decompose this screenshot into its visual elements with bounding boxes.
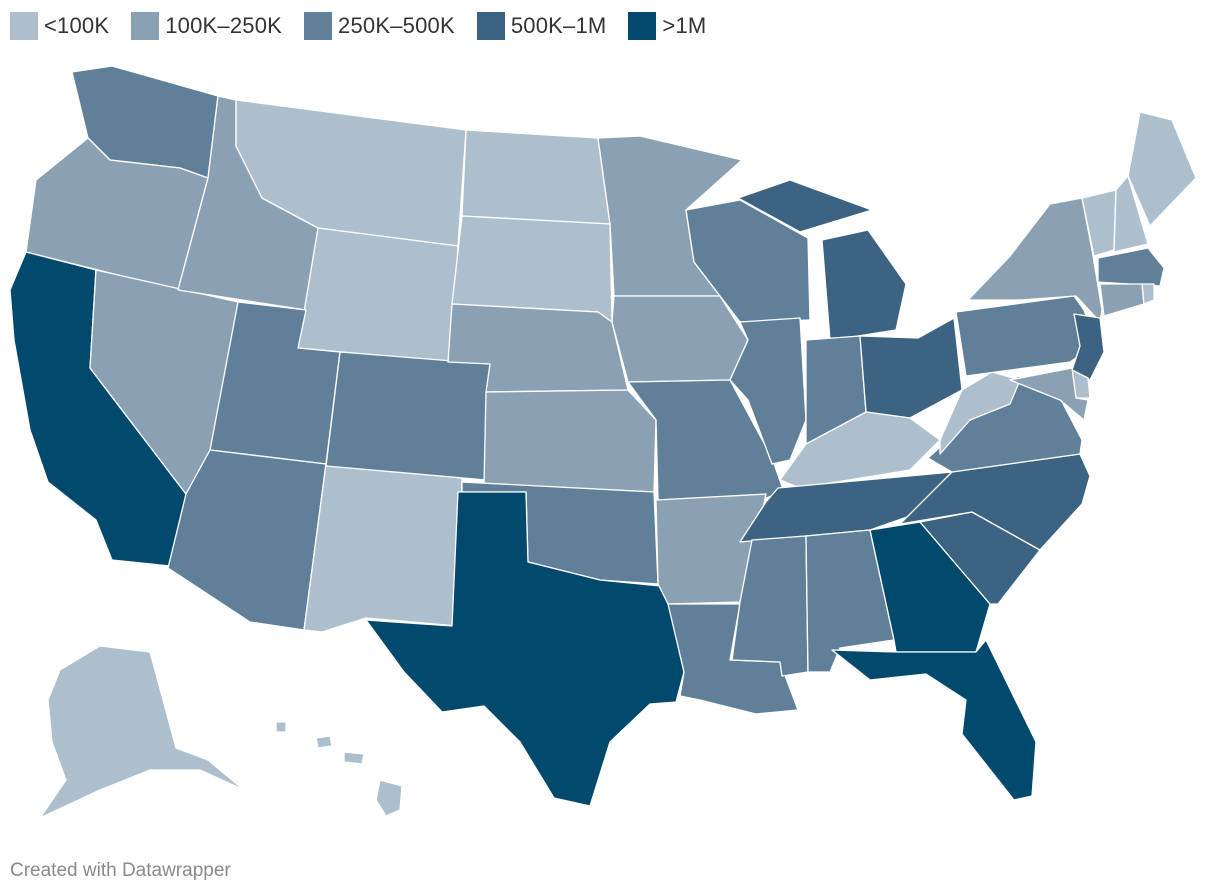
- state-nm[interactable]: [303, 463, 463, 633]
- state-tx[interactable]: [365, 491, 685, 807]
- state-wy[interactable]: [297, 227, 459, 363]
- legend-swatch: [476, 12, 505, 40]
- legend-label: <100K: [44, 13, 110, 38]
- state-me[interactable]: [1127, 111, 1197, 227]
- state-nc[interactable]: [899, 453, 1091, 551]
- footer-credit: Created with Datawrapper: [10, 860, 231, 881]
- state-ak[interactable]: [39, 645, 245, 819]
- legend-item-lt-100k: <100K: [10, 12, 109, 40]
- legend-item-100k-250k: 100K–250K: [131, 12, 282, 40]
- legend-label: 500K–1M: [510, 13, 607, 38]
- state-wv[interactable]: [939, 371, 1021, 455]
- state-ks[interactable]: [483, 389, 657, 493]
- state-nh[interactable]: [1113, 175, 1149, 253]
- legend-label: 100K–250K: [165, 13, 283, 38]
- state-ia[interactable]: [611, 295, 749, 383]
- state-ny[interactable]: [967, 197, 1103, 323]
- state-md[interactable]: [1009, 367, 1089, 421]
- state-hi[interactable]: [275, 721, 403, 817]
- legend-item-gt-1m: >1M: [628, 12, 706, 40]
- legend: <100K 100K–250K 250K–500K 500K–1M >1M: [10, 12, 728, 40]
- legend-swatch: [628, 12, 657, 40]
- legend-label: 250K–500K: [338, 13, 455, 38]
- state-ct[interactable]: [1099, 283, 1145, 317]
- state-ri[interactable]: [1141, 283, 1155, 305]
- state-ma[interactable]: [1097, 247, 1165, 287]
- legend-label: >1M: [662, 13, 707, 38]
- legend-swatch: [131, 12, 160, 40]
- state-la[interactable]: [667, 603, 799, 715]
- state-fl[interactable]: [831, 639, 1037, 801]
- legend-swatch: [304, 12, 333, 40]
- state-nj[interactable]: [1071, 313, 1105, 381]
- legend-item-500k-1m: 500K–1M: [476, 12, 607, 40]
- state-nd[interactable]: [461, 129, 611, 225]
- state-ky[interactable]: [779, 411, 941, 489]
- legend-swatch: [10, 12, 38, 40]
- state-co[interactable]: [325, 351, 491, 481]
- state-il[interactable]: [729, 317, 807, 465]
- legend-item-250k-500k: 250K–500K: [304, 12, 455, 40]
